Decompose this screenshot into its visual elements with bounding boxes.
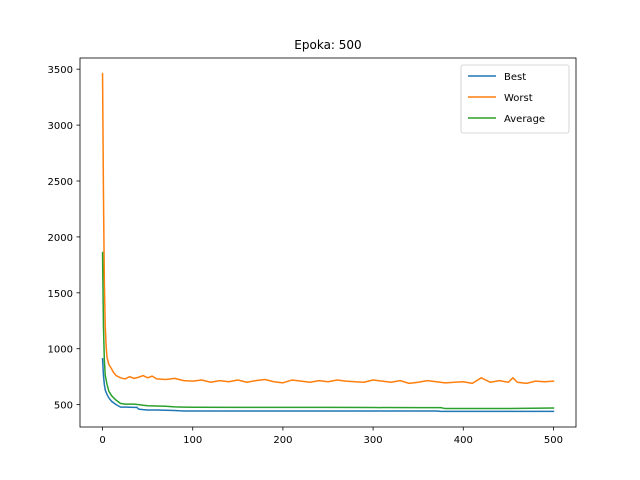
y-tick-label: 3000 bbox=[48, 121, 73, 132]
y-tick-label: 1500 bbox=[48, 289, 73, 300]
y-tick-label: 3500 bbox=[48, 65, 73, 76]
legend-label-average: Average bbox=[504, 114, 545, 125]
y-tick-label: 2500 bbox=[48, 177, 73, 188]
series-line-worst bbox=[101, 72, 555, 385]
y-tick-label: 1000 bbox=[48, 345, 73, 356]
plot-area: 0 100 200 300 400 500 500 1000 1500 2000 2500 3000 3… bbox=[48, 57, 577, 446]
series-layer bbox=[101, 72, 555, 413]
x-tick-label: 100 bbox=[183, 435, 202, 446]
legend-label-worst: Worst bbox=[504, 93, 533, 104]
y-tick-label: 500 bbox=[54, 401, 73, 412]
x-tick-label: 300 bbox=[364, 435, 383, 446]
axes-frame bbox=[79, 57, 577, 428]
legend-label-best: Best bbox=[504, 72, 526, 83]
legend-box bbox=[460, 64, 570, 134]
x-tick-label: 0 bbox=[99, 435, 105, 446]
legend: Best Worst Average bbox=[460, 64, 570, 134]
y-tick-label: 2000 bbox=[48, 233, 73, 244]
x-tick-label: 500 bbox=[544, 435, 563, 446]
series-line-best bbox=[101, 358, 555, 413]
axes-layer: 0 100 200 300 400 500 500 1000 1500 2000 2500 3000 3… bbox=[48, 57, 577, 446]
series-line-average bbox=[101, 251, 555, 410]
x-tick-label: 400 bbox=[454, 435, 473, 446]
x-tick-label: 200 bbox=[273, 435, 292, 446]
chart-title: Epoka: 500 bbox=[294, 38, 361, 52]
